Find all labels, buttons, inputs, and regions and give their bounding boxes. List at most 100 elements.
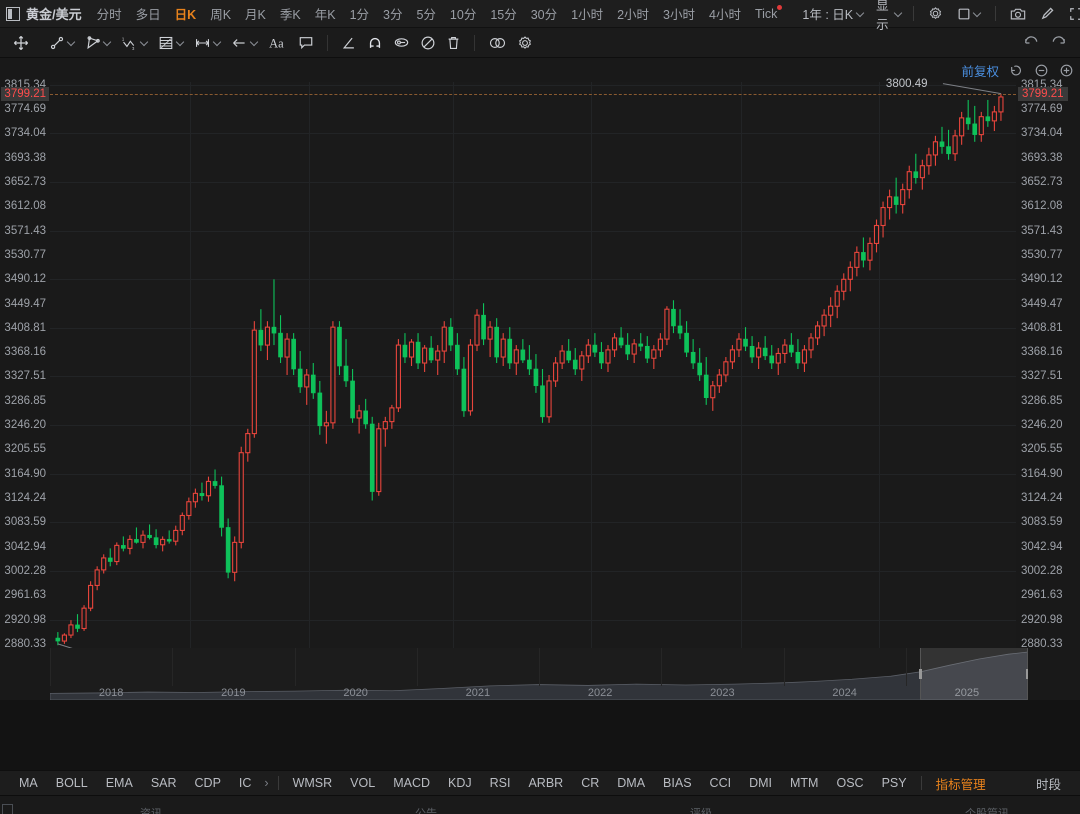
lock-tool[interactable] <box>388 31 415 54</box>
indicator-rsi[interactable]: RSI <box>489 776 511 790</box>
angle-tool[interactable] <box>336 31 362 55</box>
trendline-tool[interactable] <box>44 31 80 55</box>
indicator-manage-button[interactable]: 指标管理 <box>935 777 986 792</box>
price-tick-right-5: 3612.08 <box>1021 200 1063 213</box>
magnet-tool[interactable] <box>362 31 388 55</box>
indicator-boll[interactable]: BOLL <box>55 776 88 790</box>
angle-icon <box>341 35 357 51</box>
indicator-psy[interactable]: PSY <box>881 776 907 790</box>
indicator-bias[interactable]: BIAS <box>663 776 692 790</box>
indicator-mtm[interactable]: MTM <box>790 776 819 790</box>
price-axis-right[interactable]: 3815.34 3774.69 3734.04 3693.38 3652.73 3612.… <box>1016 79 1080 656</box>
price-axis-left[interactable]: 3815.34 3774.69 3734.04 3693.38 3652.73 3612.… <box>0 79 50 656</box>
panel-logo-icon[interactable] <box>6 5 20 23</box>
annotate-button[interactable] <box>1034 3 1061 24</box>
indicator-macd[interactable]: MACD <box>393 776 430 790</box>
timeframe-14[interactable]: 2小时 <box>617 8 650 22</box>
candle-86 <box>618 327 624 349</box>
indicator-ma[interactable]: MA <box>19 776 38 790</box>
comment-tool[interactable] <box>293 31 319 54</box>
time-period-button[interactable]: 时段 <box>1035 777 1061 792</box>
crosshair-move-tool[interactable] <box>8 31 34 55</box>
indicator-cci[interactable]: CCI <box>709 776 732 790</box>
timeframe-3[interactable]: 周K <box>210 8 232 22</box>
revert-icon[interactable] <box>1009 63 1024 77</box>
zoom-in-icon[interactable] <box>1059 63 1074 78</box>
delete-tool[interactable] <box>441 31 466 55</box>
timeframe-12[interactable]: 30分 <box>530 8 558 22</box>
indicator-dma[interactable]: DMA <box>617 776 646 790</box>
candle-48 <box>369 416 375 501</box>
chart-area[interactable]: 前复权 3815.34 3774.69 3734.04 3693.38 3652.73 3… <box>0 58 1080 700</box>
bottom-nav-item-0[interactable]: 资讯 <box>140 808 162 814</box>
candle-65 <box>481 303 486 346</box>
timeframe-0[interactable]: 分时 <box>96 8 122 22</box>
screenshot-button[interactable] <box>1004 4 1032 24</box>
indicator-cr[interactable]: CR <box>581 776 600 790</box>
chevron-right-icon[interactable]: › <box>264 776 269 790</box>
period-selector[interactable]: 1年 : 日K <box>796 1 870 26</box>
candle-0 <box>55 632 61 646</box>
minimap-handle-left[interactable] <box>919 669 923 679</box>
timeframe-13[interactable]: 1小时 <box>571 8 604 22</box>
minimap-handle-right[interactable] <box>1025 669 1028 679</box>
timeframe-11[interactable]: 15分 <box>490 8 517 22</box>
layout-menu[interactable] <box>951 4 987 24</box>
indicator-osc[interactable]: OSC <box>836 776 864 790</box>
timeframe-5[interactable]: 季K <box>279 8 301 22</box>
timeframe-15[interactable]: 3小时 <box>663 8 695 22</box>
settings-button[interactable] <box>922 3 949 24</box>
no-draw-tool[interactable] <box>415 31 441 55</box>
fullscreen-button[interactable] <box>1063 4 1080 24</box>
bottom-nav-item-3[interactable]: 个股篇讯 <box>965 808 1009 814</box>
indicator-sar[interactable]: SAR <box>150 776 177 790</box>
symbol-name[interactable]: 黄金/美元 <box>26 7 82 22</box>
bottom-nav-item-1[interactable]: 公告 <box>415 808 437 814</box>
candlestick-plot[interactable]: 3800.49 2880.33 <box>50 78 1016 662</box>
indicator-arbr[interactable]: ARBR <box>528 776 564 790</box>
fib-retracement-tool[interactable] <box>153 31 189 55</box>
timeframe-9[interactable]: 5分 <box>416 8 436 22</box>
indicator-dmi[interactable]: DMI <box>749 776 772 790</box>
polygon-tool[interactable] <box>80 31 116 55</box>
magnet-icon <box>367 35 383 51</box>
undo-button[interactable] <box>1018 32 1045 54</box>
timeframe-16[interactable]: 4小时 <box>709 8 741 22</box>
gridline-h-6 <box>50 230 1016 232</box>
zoom-out-icon[interactable] <box>1034 63 1049 78</box>
candle-11 <box>127 535 133 555</box>
indicator-vol[interactable]: VOL <box>350 776 376 790</box>
indicator-wmsr[interactable]: WMSR <box>292 776 333 790</box>
candle-87 <box>625 333 630 361</box>
measure-tool[interactable] <box>189 31 226 55</box>
indicator-cdp[interactable]: CDP <box>194 776 221 790</box>
candle-93 <box>664 306 670 346</box>
indicator-ic[interactable]: IC <box>238 776 252 790</box>
display-menu[interactable]: 显示 <box>870 0 905 36</box>
wave-tool[interactable]: 1 3 <box>116 31 153 55</box>
candle-9 <box>114 542 120 566</box>
indicator-ema[interactable]: EMA <box>105 776 133 790</box>
adjustment-mode-label[interactable]: 前复权 <box>961 64 999 79</box>
timeframe-7[interactable]: 1分 <box>349 8 370 22</box>
redo-button[interactable] <box>1045 32 1072 54</box>
draw-settings-tool[interactable] <box>512 31 538 55</box>
candle-31 <box>258 309 264 352</box>
indicator-kdj[interactable]: KDJ <box>448 776 472 790</box>
text-tool[interactable]: Aa <box>263 31 293 55</box>
timeframe-4[interactable]: 月K <box>245 8 266 22</box>
candle-81 <box>585 339 591 364</box>
timeframe-2[interactable]: 日K <box>174 8 197 22</box>
timeframe-8[interactable]: 3分 <box>383 8 403 22</box>
candle-91 <box>651 345 657 369</box>
arrow-tool[interactable] <box>226 31 263 55</box>
clone-tool[interactable] <box>483 32 512 54</box>
timeframe-10[interactable]: 10分 <box>449 8 477 22</box>
minimap-selection-window[interactable] <box>919 648 1028 700</box>
timeframe-17[interactable]: Tick <box>748 4 784 24</box>
timeframe-6[interactable]: 年K <box>314 8 336 22</box>
bottom-nav-icon[interactable] <box>2 804 13 814</box>
bottom-nav-item-2[interactable]: 评级 <box>690 808 712 814</box>
range-minimap[interactable]: 2018 2019 2020 2021 2022 2023 2024 2025 <box>50 648 1028 700</box>
timeframe-1[interactable]: 多日 <box>135 8 161 22</box>
